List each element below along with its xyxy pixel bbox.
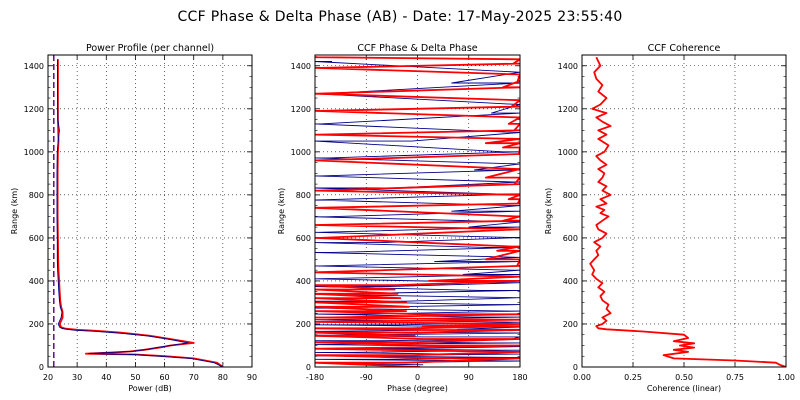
series-line-1 bbox=[315, 61, 520, 366]
x-tick-label: 40 bbox=[101, 373, 111, 382]
panel-2: CCF Phase & Delta Phase Phase (degree) Ran… bbox=[277, 43, 528, 393]
x-tick-label: 20 bbox=[43, 373, 53, 382]
y-axis-label: Range (km) bbox=[10, 188, 19, 235]
plot-frame bbox=[581, 54, 787, 368]
panel-title: CCF Phase & Delta Phase bbox=[357, 43, 477, 54]
x-axis-label: Power (dB) bbox=[128, 384, 172, 393]
x-tick-label: 90 bbox=[247, 373, 257, 382]
y-tick-label: 600 bbox=[296, 234, 311, 243]
y-tick-label: 1000 bbox=[291, 148, 311, 157]
x-tick-label: 0 bbox=[415, 373, 420, 382]
x-tick-label: 60 bbox=[159, 373, 169, 382]
x-tick-label: 70 bbox=[189, 373, 199, 382]
series-line-1 bbox=[589, 56, 786, 367]
y-tick-label: 200 bbox=[296, 320, 311, 329]
y-tick-label: 1200 bbox=[24, 105, 44, 114]
y-tick-label: 1200 bbox=[291, 105, 311, 114]
x-tick-label: 1.00 bbox=[777, 373, 795, 382]
y-tick-label: 1000 bbox=[24, 148, 44, 157]
y-tick-label: 0 bbox=[306, 363, 311, 372]
y-tick-label: 800 bbox=[563, 191, 578, 200]
y-tick-label: 200 bbox=[29, 320, 44, 329]
x-axis-label: Coherence (linear) bbox=[647, 384, 721, 393]
series-group bbox=[53, 55, 224, 367]
y-tick-label: 400 bbox=[29, 277, 44, 286]
series-line-1 bbox=[56, 59, 224, 367]
x-tick-label: 0.00 bbox=[573, 373, 591, 382]
y-tick-label: 600 bbox=[563, 234, 578, 243]
y-tick-label: 200 bbox=[563, 320, 578, 329]
y-tick-label: 1400 bbox=[291, 62, 311, 71]
y-tick-label: 1400 bbox=[24, 62, 44, 71]
x-tick-label: -180 bbox=[306, 373, 324, 382]
series-line-2 bbox=[56, 59, 224, 367]
y-tick-label: 0 bbox=[39, 363, 44, 372]
y-axis-label: Range (km) bbox=[277, 188, 286, 235]
y-tick-label: 1000 bbox=[558, 148, 578, 157]
x-tick-label: -90 bbox=[360, 373, 373, 382]
x-tick-label: 30 bbox=[72, 373, 82, 382]
x-tick-label: 180 bbox=[512, 373, 527, 382]
panel-3: CCF Coherence Coherence (linear) Range (km… bbox=[544, 43, 795, 393]
plot-frame bbox=[314, 54, 521, 368]
panel-title: Power Profile (per channel) bbox=[86, 43, 214, 54]
y-tick-label: 600 bbox=[29, 234, 44, 243]
y-tick-label: 800 bbox=[296, 191, 311, 200]
x-tick-label: 50 bbox=[130, 373, 140, 382]
x-tick-label: 0.25 bbox=[624, 373, 642, 382]
y-tick-label: 800 bbox=[29, 191, 44, 200]
page-title: CCF Phase & Delta Phase (AB) - Date: 17-… bbox=[177, 9, 623, 25]
y-tick-label: 0 bbox=[573, 363, 578, 372]
y-tick-label: 400 bbox=[296, 277, 311, 286]
x-tick-label: 0.75 bbox=[726, 373, 744, 382]
x-axis-label: Phase (degree) bbox=[387, 384, 448, 393]
series-group bbox=[315, 56, 520, 367]
y-tick-label: 1400 bbox=[558, 62, 578, 71]
y-tick-label: 400 bbox=[563, 277, 578, 286]
y-tick-label: 1200 bbox=[558, 105, 578, 114]
x-tick-label: 90 bbox=[464, 373, 474, 382]
panel-title: CCF Coherence bbox=[648, 43, 721, 54]
panel-1: Power Profile (per channel) Power (dB) Ran… bbox=[10, 43, 257, 393]
x-tick-label: 80 bbox=[218, 373, 228, 382]
series-line-2 bbox=[315, 56, 520, 367]
y-axis-label: Range (km) bbox=[544, 188, 553, 235]
series-group bbox=[589, 56, 786, 367]
plot-frame bbox=[47, 54, 253, 368]
x-tick-label: 0.50 bbox=[675, 373, 693, 382]
